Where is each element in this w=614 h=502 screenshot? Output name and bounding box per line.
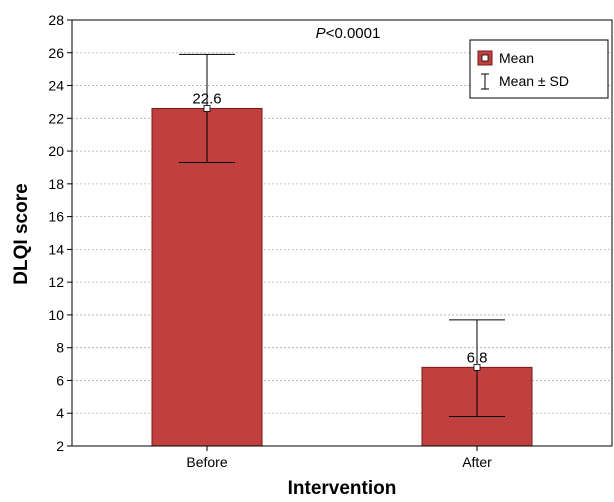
- x-tick-label-before: Before: [186, 454, 227, 470]
- p-value: <0.0001: [326, 25, 381, 42]
- y-tick-label: 22: [48, 110, 64, 126]
- legend-mean-marker-icon: [481, 54, 489, 62]
- p-symbol: P: [316, 25, 326, 42]
- legend: Mean Mean ± SD: [469, 39, 609, 99]
- plot-frame: [71, 19, 613, 447]
- legend-mean-label: Mean: [499, 50, 534, 66]
- y-tick-label: 12: [48, 274, 64, 290]
- data-label-after: 6.8: [467, 349, 488, 366]
- data-labels: 22.6 6.8: [192, 90, 487, 366]
- mean-marker-before: [203, 105, 211, 112]
- x-tick-label-after: After: [462, 454, 492, 470]
- y-tick-label: 4: [56, 405, 64, 421]
- y-tick-label: 2: [56, 438, 64, 454]
- mean-marker-after: [473, 363, 481, 371]
- y-tick-label: 24: [48, 78, 64, 94]
- bar-before: [151, 107, 263, 447]
- y-tick-label: 8: [56, 340, 64, 356]
- y-tick-label: 26: [48, 45, 64, 61]
- legend-sd-label: Mean ± SD: [499, 73, 569, 89]
- p-value-annotation: P<0.0001: [316, 25, 381, 42]
- y-tick-label: 16: [48, 209, 64, 225]
- y-tick-label: 10: [48, 307, 64, 323]
- y-tick-label: 6: [56, 372, 64, 388]
- y-axis-title: DLQI score: [11, 183, 32, 284]
- data-label-before: 22.6: [192, 90, 221, 107]
- mean-markers: [203, 105, 481, 371]
- y-tick-label: 14: [48, 241, 64, 257]
- x-axis-title: Intervention: [288, 478, 397, 499]
- bars: [151, 107, 533, 447]
- x-axis-ticks: Before After: [186, 446, 492, 470]
- y-tick-label: 20: [48, 143, 64, 159]
- legend-box: [469, 39, 609, 99]
- y-tick-label: 18: [48, 176, 64, 192]
- y-tick-label: 28: [48, 12, 64, 28]
- legend-sd-errorbar-icon: [481, 73, 489, 90]
